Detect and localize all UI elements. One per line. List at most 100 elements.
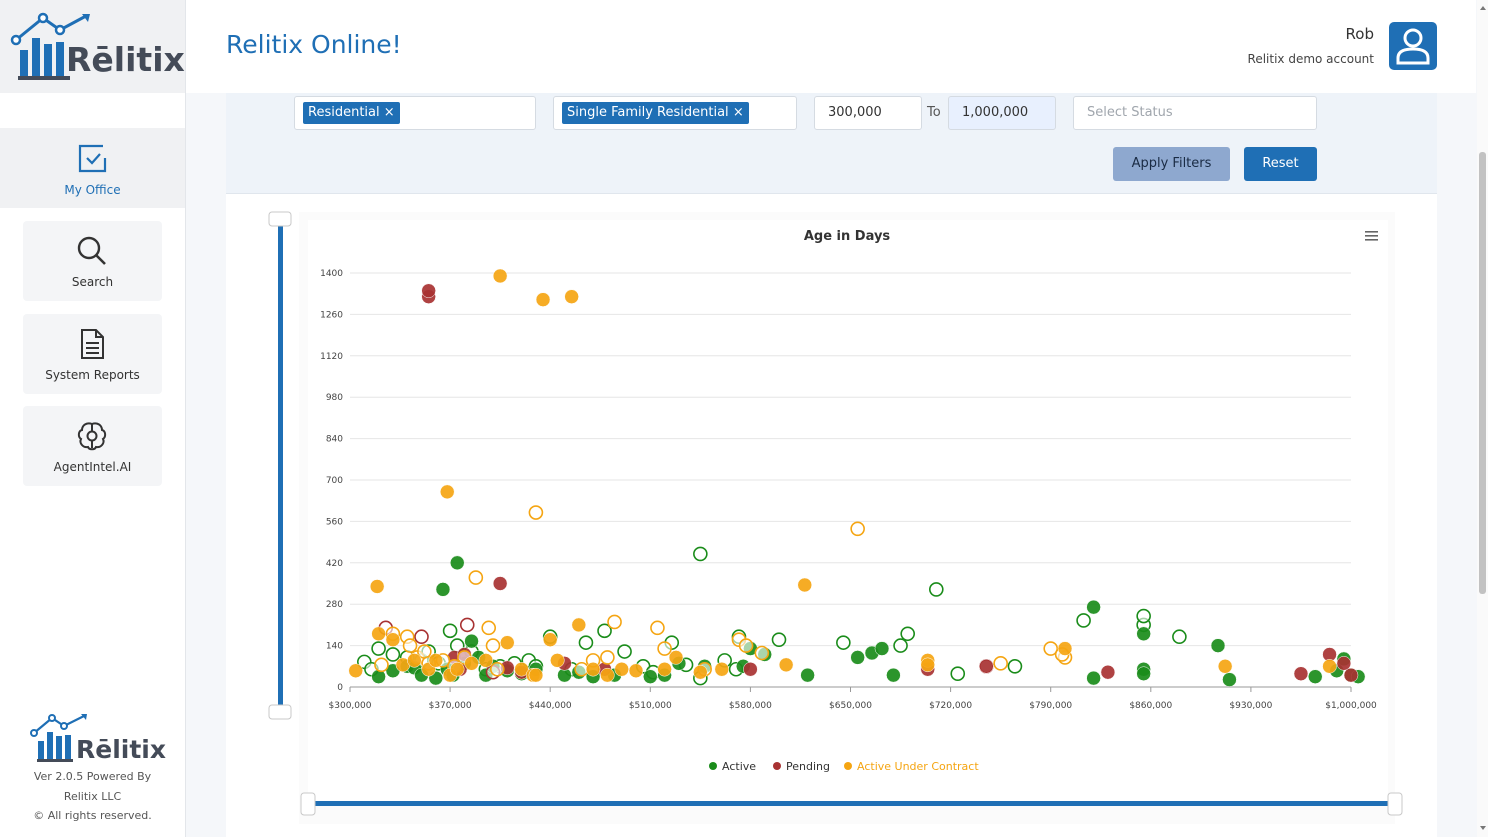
data-point[interactable]: [900, 626, 916, 642]
legend-item[interactable]: Active Under Contract: [844, 760, 979, 773]
data-point[interactable]: [657, 641, 672, 656]
data-point[interactable]: [850, 650, 865, 665]
data-point[interactable]: [402, 638, 418, 653]
data-point[interactable]: [950, 666, 966, 681]
data-point[interactable]: [374, 657, 389, 673]
data-point[interactable]: [979, 659, 994, 674]
data-point[interactable]: [1076, 613, 1091, 628]
data-point[interactable]: [478, 653, 494, 668]
data-point[interactable]: [1136, 666, 1151, 681]
price-max-input[interactable]: 1,000,000: [948, 96, 1056, 130]
data-point[interactable]: [600, 667, 615, 683]
data-point[interactable]: [1217, 659, 1233, 674]
data-point[interactable]: [928, 582, 944, 597]
property-type-select[interactable]: Residential ×: [294, 96, 536, 130]
remove-tag-icon[interactable]: ×: [383, 105, 395, 120]
data-point[interactable]: [643, 669, 658, 684]
x-range-slider-track[interactable]: [314, 801, 1394, 806]
data-point[interactable]: [492, 576, 508, 591]
data-point[interactable]: [617, 644, 632, 659]
property-subtype-tag[interactable]: Single Family Residential ×: [562, 102, 749, 124]
data-point[interactable]: [1100, 664, 1116, 680]
chart-menu-icon[interactable]: [1365, 231, 1378, 241]
data-point[interactable]: [993, 656, 1008, 671]
data-point[interactable]: [1293, 666, 1309, 681]
data-point[interactable]: [614, 662, 629, 677]
data-point[interactable]: [464, 633, 479, 649]
data-point[interactable]: [535, 292, 551, 307]
nav-my-office[interactable]: My Office: [0, 128, 185, 208]
page-scrollbar[interactable]: [1477, 0, 1488, 837]
reset-button[interactable]: Reset: [1244, 147, 1317, 181]
data-point[interactable]: [743, 662, 758, 677]
y-range-slider-track[interactable]: [278, 224, 283, 706]
data-point[interactable]: [500, 635, 515, 650]
y-slider-bottom-handle[interactable]: [268, 704, 292, 720]
data-point[interactable]: [778, 657, 794, 673]
data-point[interactable]: [492, 268, 508, 284]
data-point[interactable]: [459, 617, 475, 633]
data-point[interactable]: [485, 638, 501, 653]
data-point[interactable]: [550, 653, 565, 668]
data-point[interactable]: [693, 546, 708, 562]
data-point[interactable]: [1086, 599, 1101, 615]
data-point[interactable]: [1136, 608, 1151, 624]
data-point[interactable]: [450, 555, 465, 571]
data-point[interactable]: [564, 289, 579, 304]
data-point[interactable]: [348, 663, 363, 678]
data-point[interactable]: [442, 623, 458, 639]
data-point[interactable]: [738, 638, 754, 653]
data-point[interactable]: [1086, 670, 1101, 686]
data-point[interactable]: [920, 657, 935, 673]
nav-system-reports[interactable]: System Reports: [23, 314, 162, 394]
data-point[interactable]: [385, 647, 401, 662]
data-point[interactable]: [597, 623, 612, 639]
data-point[interactable]: [714, 662, 730, 677]
data-point[interactable]: [1172, 629, 1187, 645]
data-point[interactable]: [874, 641, 890, 656]
data-point[interactable]: [407, 653, 422, 668]
x-slider-right-handle[interactable]: [1387, 792, 1403, 816]
relitix-logo[interactable]: [8, 12, 180, 82]
data-point[interactable]: [628, 663, 644, 678]
data-point[interactable]: [1308, 669, 1323, 684]
data-point[interactable]: [1343, 667, 1359, 683]
avatar[interactable]: [1389, 22, 1437, 70]
data-point[interactable]: [481, 620, 497, 636]
status-select[interactable]: Select Status: [1073, 96, 1317, 130]
data-point[interactable]: [428, 653, 444, 668]
data-point[interactable]: [754, 645, 770, 661]
data-point[interactable]: [797, 577, 812, 593]
data-point[interactable]: [571, 617, 587, 633]
data-point[interactable]: [1336, 656, 1352, 671]
price-min-input[interactable]: 300,000: [814, 96, 922, 130]
data-point[interactable]: [607, 614, 622, 630]
data-point[interactable]: [585, 662, 601, 677]
data-point[interactable]: [528, 505, 544, 520]
data-point[interactable]: [514, 662, 529, 677]
scroll-down-icon[interactable]: [1480, 826, 1486, 830]
data-point[interactable]: [578, 635, 594, 650]
data-point[interactable]: [439, 484, 455, 500]
apply-filters-button[interactable]: Apply Filters: [1113, 147, 1230, 181]
data-point[interactable]: [435, 582, 451, 597]
data-point[interactable]: [528, 667, 544, 683]
data-point[interactable]: [836, 635, 851, 650]
data-point[interactable]: [650, 620, 665, 636]
remove-tag-icon[interactable]: ×: [732, 105, 744, 120]
property-subtype-select[interactable]: Single Family Residential ×: [553, 96, 797, 130]
data-point[interactable]: [600, 650, 615, 665]
legend-item[interactable]: Active: [709, 760, 756, 773]
data-point[interactable]: [893, 638, 908, 653]
data-point[interactable]: [886, 667, 901, 683]
data-point[interactable]: [371, 626, 386, 642]
data-point[interactable]: [1136, 626, 1151, 642]
data-point[interactable]: [850, 521, 865, 537]
data-point[interactable]: [468, 570, 484, 585]
data-point[interactable]: [1043, 641, 1059, 656]
data-point[interactable]: [542, 632, 558, 647]
data-point[interactable]: [771, 632, 787, 647]
scroll-up-icon[interactable]: [1480, 6, 1486, 10]
data-point[interactable]: [657, 662, 672, 677]
x-slider-left-handle[interactable]: [300, 792, 316, 816]
